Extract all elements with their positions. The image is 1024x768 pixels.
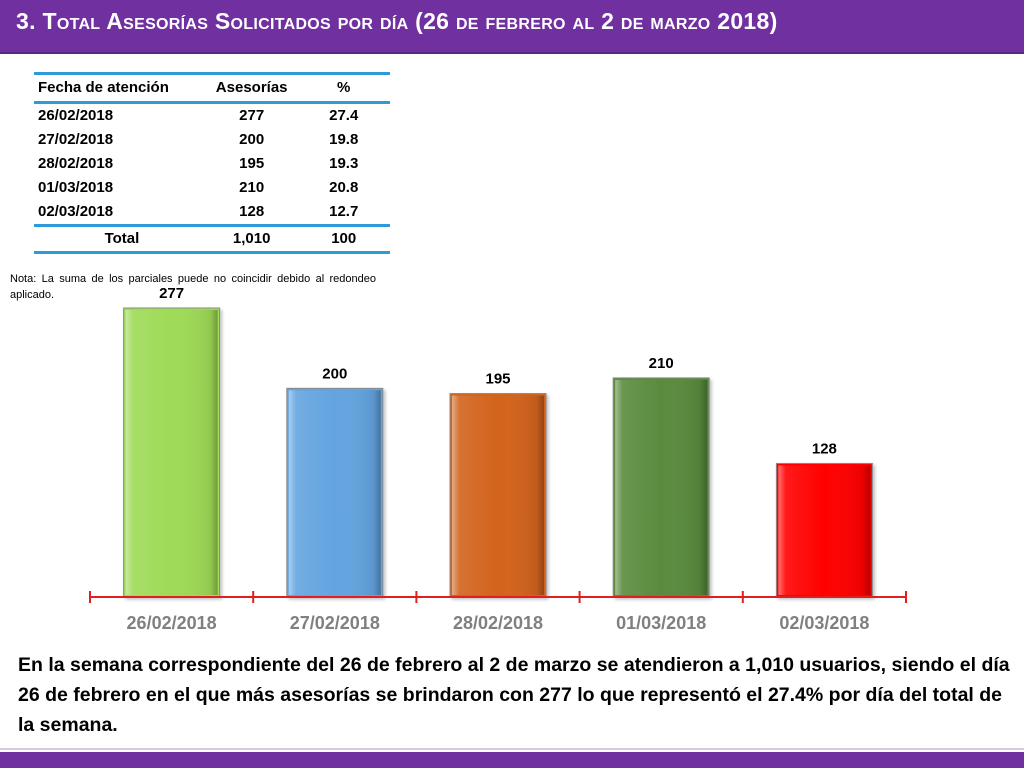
x-tick-label: 02/03/2018 (779, 613, 869, 633)
title-bar: 3. Total Asesorías Solicitados por día (… (0, 0, 1024, 54)
slide-title: 3. Total Asesorías Solicitados por día (… (16, 8, 778, 34)
cell-date: 28/02/2018 (38, 155, 114, 172)
bar-bevel (778, 465, 871, 595)
cell-asesorias: 128 (239, 203, 265, 220)
bar-group (123, 307, 221, 598)
bar-bevel (452, 395, 544, 595)
cell-asesorias: 195 (239, 155, 265, 172)
table-row: 02/03/2018 128 12.7 (34, 200, 390, 226)
data-label: 195 (485, 371, 510, 388)
summary-text: En la semana correspondiente del 26 de f… (18, 654, 1010, 736)
bar-group (286, 387, 384, 598)
bar-chart: 277 26/02/2018 200 27/02/2018 195 28/02/2018 2… (89, 285, 907, 633)
cell-date: 02/03/2018 (38, 203, 114, 220)
data-label: 128 (812, 440, 837, 457)
cell-percent: 27.4 (329, 107, 359, 124)
bar-group (775, 462, 873, 598)
data-label: 277 (159, 285, 184, 302)
x-tick-label: 27/02/2018 (290, 613, 380, 633)
rounding-note: Nota: La suma de los parciales puede no … (10, 273, 376, 301)
cell-date: 26/02/2018 (38, 107, 114, 124)
bar-group (612, 377, 710, 598)
table-row: 28/02/2018 195 19.3 (34, 152, 390, 176)
table-row: 01/03/2018 210 20.8 (34, 176, 390, 200)
cell-date: 01/03/2018 (38, 179, 114, 196)
data-label: 210 (649, 355, 674, 372)
table-header-row: Fecha de atención Asesorías % (34, 73, 390, 103)
x-tick-label: 26/02/2018 (127, 613, 217, 633)
bar-group (449, 393, 547, 598)
table-row: 27/02/2018 200 19.8 (34, 128, 390, 152)
cell-asesorias: 210 (239, 179, 265, 196)
bar-bevel (288, 390, 381, 595)
cell-date: 27/02/2018 (38, 131, 114, 148)
cell-percent: 12.7 (329, 203, 359, 220)
data-label: 200 (322, 365, 347, 382)
cell-asesorias: 277 (239, 107, 265, 124)
x-tick-label: 28/02/2018 (453, 613, 543, 633)
header-asesorias: Asesorías (215, 79, 288, 96)
total-percent: 100 (331, 230, 357, 247)
total-label: Total (104, 230, 140, 247)
footer-accent-line (0, 748, 1024, 750)
cell-percent: 19.3 (329, 155, 359, 172)
cell-percent: 20.8 (329, 179, 359, 196)
total-asesorias: 1,010 (232, 230, 271, 247)
table-row: 26/02/2018 277 27.4 (34, 103, 390, 129)
cell-percent: 19.8 (329, 131, 359, 148)
footer-bar (0, 752, 1024, 768)
data-table: Fecha de atención Asesorías % 26/02/2018… (34, 72, 390, 254)
cell-asesorias: 200 (239, 131, 265, 148)
bar-bevel (615, 379, 708, 595)
header-date: Fecha de atención (38, 79, 169, 96)
bar-bevel (125, 310, 218, 595)
header-percent: % (337, 79, 351, 96)
x-tick-label: 01/03/2018 (616, 613, 706, 633)
table-total-row: Total 1,010 100 (34, 225, 390, 253)
